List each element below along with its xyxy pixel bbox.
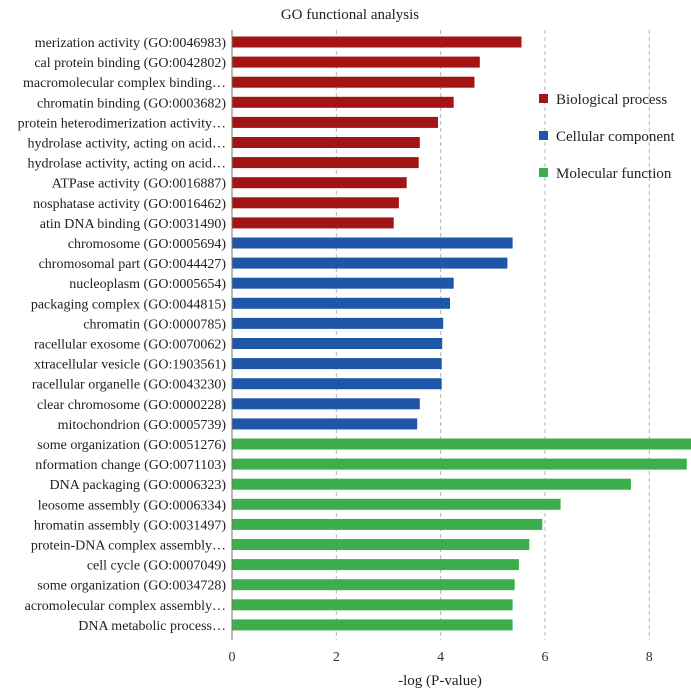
category-label: merization activity (GO:0046983) xyxy=(35,36,227,51)
category-label: racellular exosome (GO:0070062) xyxy=(34,338,226,353)
category-label: nucleoplasm (GO:0005654) xyxy=(69,277,226,292)
category-label: chromosomal part (GO:0044427) xyxy=(39,257,227,272)
category-label: clear chromosome (GO:0000228) xyxy=(37,398,226,413)
category-label: some organization (GO:0034728) xyxy=(37,579,226,594)
category-label: DNA metabolic process… xyxy=(78,619,226,634)
bar xyxy=(232,197,399,209)
category-label: xtracellular vesicle (GO:1903561) xyxy=(34,358,226,373)
legend-label: Cellular component xyxy=(556,129,676,145)
category-label: hydrolase activity, acting on acid… xyxy=(27,157,226,172)
x-tick-label: 4 xyxy=(437,650,444,665)
category-label: protein heterodimerization activity… xyxy=(18,116,226,131)
bar xyxy=(232,257,508,269)
category-label: nosphatase activity (GO:0016462) xyxy=(33,197,226,212)
bar xyxy=(232,539,530,550)
bar xyxy=(232,458,687,470)
bar xyxy=(232,317,444,329)
category-label: chromosome (GO:0005694) xyxy=(68,237,227,252)
bar xyxy=(232,237,513,249)
legend-swatch xyxy=(539,168,548,177)
x-tick-label: 0 xyxy=(229,650,236,665)
chart-title: GO functional analysis xyxy=(281,7,419,23)
category-label: chromatin (GO:0000785) xyxy=(83,317,226,332)
bar xyxy=(232,398,420,410)
category-label: cal protein binding (GO:0042802) xyxy=(34,56,226,71)
category-label: macromolecular complex binding… xyxy=(23,76,226,91)
category-label: hydrolase activity, acting on acid… xyxy=(27,137,226,152)
bar xyxy=(232,137,420,148)
category-label: racellular organelle (GO:0043230) xyxy=(32,378,226,393)
bar xyxy=(232,498,561,510)
bar xyxy=(232,277,454,289)
bar xyxy=(232,579,515,591)
bar xyxy=(232,36,522,48)
category-labels: merization activity (GO:0046983) cal prot… xyxy=(18,36,227,634)
category-label: atin DNA binding (GO:0031490) xyxy=(40,217,227,232)
legend: Biological process Cellular component Mole… xyxy=(539,92,676,182)
bar xyxy=(232,116,438,128)
category-label: hromatin assembly (GO:0031497) xyxy=(34,518,226,533)
bar xyxy=(232,157,419,169)
legend-label: Biological process xyxy=(556,92,667,108)
category-label: leosome assembly (GO:0006334) xyxy=(38,498,227,513)
x-tick-labels: 0 2 4 6 8 xyxy=(229,650,653,665)
bar xyxy=(232,76,475,88)
category-label: protein-DNA complex assembly… xyxy=(31,539,226,554)
x-tick-label: 2 xyxy=(333,650,340,665)
bar xyxy=(232,56,480,68)
category-label: cell cycle (GO:0007049) xyxy=(87,559,227,574)
bar xyxy=(232,358,442,370)
category-label: nformation change (GO:0071103) xyxy=(35,458,226,473)
legend-swatch xyxy=(539,131,548,140)
bar xyxy=(232,378,442,390)
bar xyxy=(232,518,543,530)
legend-label: Molecular function xyxy=(556,166,672,182)
x-tick-label: 6 xyxy=(541,650,548,665)
bar xyxy=(232,217,394,229)
category-label: mitochondrion (GO:0005739) xyxy=(58,418,227,433)
x-tick-label: 8 xyxy=(646,650,653,665)
bar xyxy=(232,619,513,631)
bars xyxy=(232,36,691,631)
bar xyxy=(232,478,631,490)
bar xyxy=(232,96,454,108)
category-label: ATPase activity (GO:0016887) xyxy=(52,177,227,192)
category-label: chromatin binding (GO:0003682) xyxy=(37,96,226,111)
bar xyxy=(232,599,513,611)
bar xyxy=(232,438,691,450)
bar xyxy=(232,297,450,309)
bar xyxy=(232,559,519,571)
category-label: DNA packaging (GO:0006323) xyxy=(49,478,226,493)
bar xyxy=(232,418,418,430)
category-label: acromolecular complex assembly… xyxy=(25,599,226,614)
bar xyxy=(232,338,443,349)
bar xyxy=(232,177,407,189)
x-axis-title: -log (P-value) xyxy=(398,673,482,689)
category-label: packaging complex (GO:0044815) xyxy=(31,297,227,312)
legend-swatch xyxy=(539,94,548,103)
category-label: some organization (GO:0051276) xyxy=(37,438,226,453)
